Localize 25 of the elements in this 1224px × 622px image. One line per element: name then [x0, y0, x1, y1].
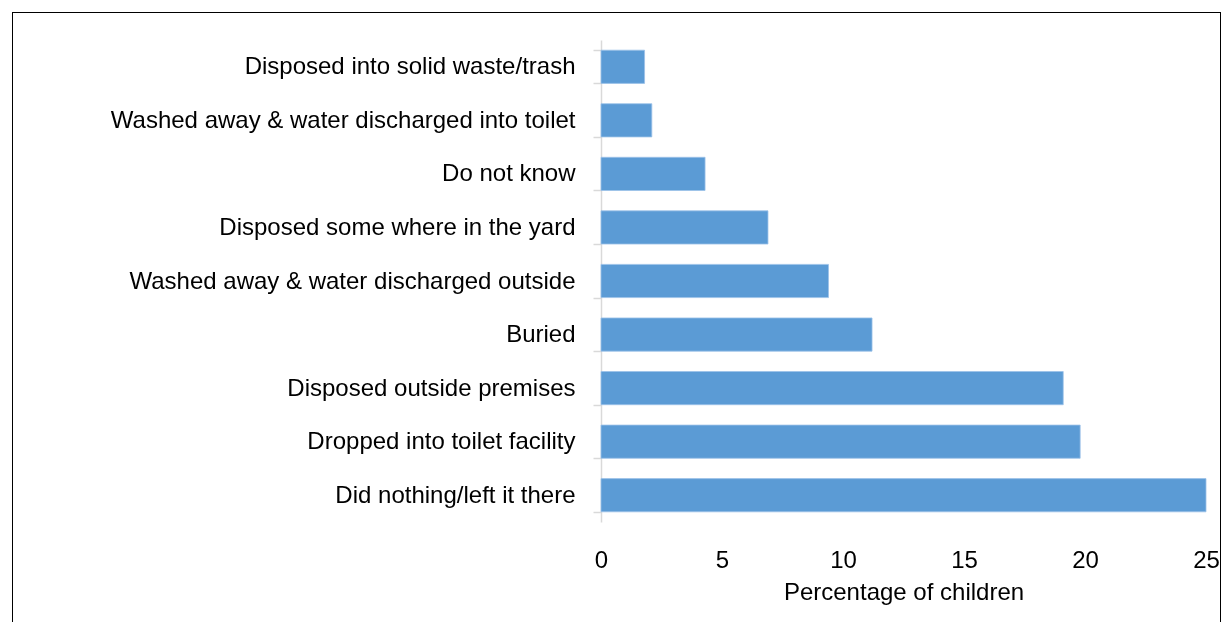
x-tick-label: 20 — [1072, 545, 1099, 573]
bar — [600, 210, 769, 245]
y-tick-label: Buried — [506, 320, 576, 348]
y-tick-label: Did nothing/left it there — [335, 480, 576, 508]
y-tick-label: Do not know — [442, 159, 577, 187]
bar — [600, 478, 1207, 513]
bar — [600, 103, 653, 138]
bar — [600, 317, 873, 352]
y-tick-label: Disposed some where in the yard — [219, 212, 576, 240]
x-tick-label: 5 — [715, 545, 730, 573]
x-tick-label: 10 — [830, 545, 857, 573]
x-tick-label: 0 — [594, 545, 609, 573]
bar — [600, 264, 829, 298]
bar — [600, 371, 1064, 406]
y-tick-label: Dropped into toilet facility — [307, 427, 576, 455]
bar — [600, 156, 706, 191]
y-tick-label: Washed away & water discharged outside — [129, 266, 576, 294]
y-tick-label: Washed away & water discharged into toilet — [110, 105, 576, 133]
bar — [600, 49, 645, 84]
y-tick-label: Disposed outside premises — [287, 373, 576, 401]
x-tick-label: 25 — [1193, 545, 1220, 573]
x-tick-label: 15 — [951, 545, 978, 573]
x-axis-title: Percentage of children — [783, 577, 1025, 605]
y-tick-label: Disposed into solid waste/trash — [244, 52, 576, 80]
bar — [600, 424, 1081, 459]
